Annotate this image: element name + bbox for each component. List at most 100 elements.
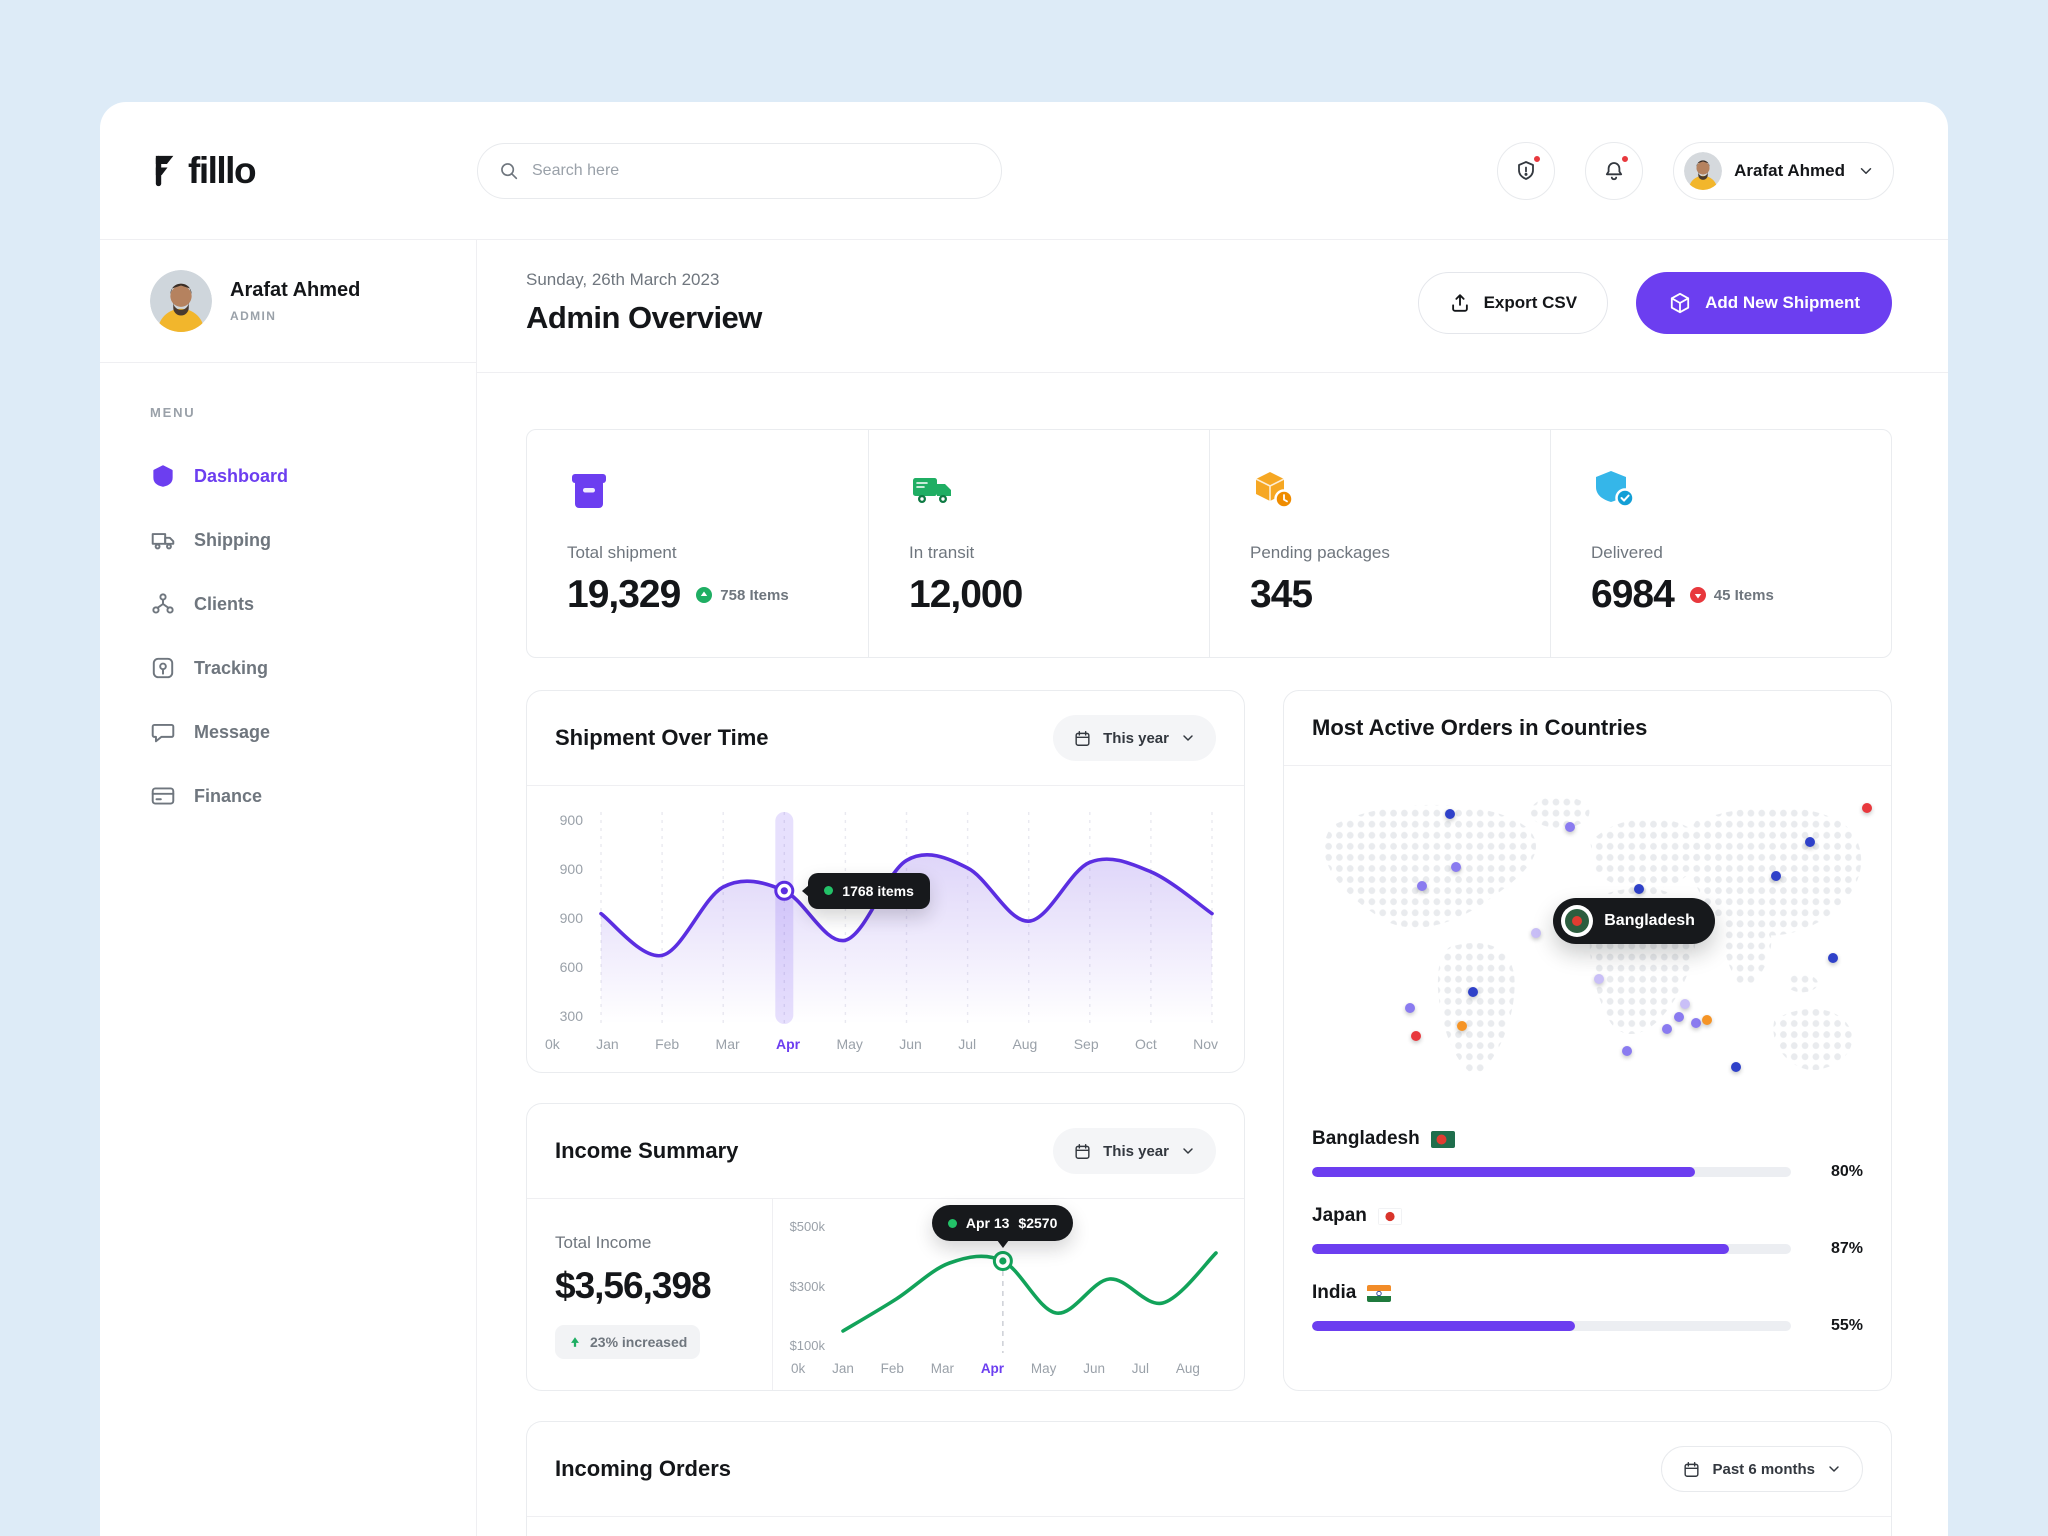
map-marker — [1417, 881, 1427, 891]
japan-flag-icon — [1378, 1208, 1402, 1225]
x-axis-labels: 0kJanFebMarAprMayJunJulAugSepOctNov — [527, 1024, 1244, 1072]
stats-row: Total shipment 19,329 758 Items — [526, 429, 1892, 658]
left-column: Shipment Over Time This year — [526, 690, 1245, 1391]
map-marker — [1622, 1046, 1632, 1056]
stat-total-shipment: Total shipment 19,329 758 Items — [527, 430, 868, 657]
map-marker — [1565, 822, 1575, 832]
map-marker — [1451, 862, 1461, 872]
shipment-over-time-card: Shipment Over Time This year — [526, 690, 1245, 1073]
in-transit-icon — [909, 468, 955, 512]
country-row-bangladesh: Bangladesh 80% — [1312, 1128, 1863, 1181]
sidebar-item-finance[interactable]: Finance — [150, 764, 436, 828]
india-flag-icon — [1367, 1285, 1391, 1302]
calendar-icon — [1682, 1460, 1701, 1479]
income-period-dropdown[interactable]: This year — [1053, 1128, 1216, 1174]
total-income-label: Total Income — [555, 1233, 746, 1253]
app-window: filllo — [100, 102, 1948, 1536]
green-dot-icon — [824, 886, 833, 895]
page-title: Admin Overview — [526, 300, 762, 336]
country-name: Japan — [1312, 1205, 1367, 1227]
calendar-icon — [1073, 1142, 1092, 1161]
box-icon — [1668, 291, 1692, 315]
trend-down-icon — [1690, 587, 1706, 603]
add-new-shipment-button[interactable]: Add New Shipment — [1636, 272, 1892, 334]
export-icon — [1449, 292, 1471, 314]
card-title: Incoming Orders — [555, 1456, 731, 1482]
map-marker — [1531, 928, 1541, 938]
calendar-icon — [1073, 729, 1092, 748]
income-summary-card: Income Summary This year — [526, 1103, 1245, 1391]
map-marker — [1674, 1012, 1684, 1022]
sidebar-item-label: Clients — [194, 594, 254, 615]
message-icon — [150, 719, 176, 745]
sidebar-item-shipping[interactable]: Shipping — [150, 508, 436, 572]
map-marker — [1702, 1015, 1712, 1025]
map-marker — [1680, 999, 1690, 1009]
dashboard-icon — [150, 463, 176, 489]
chart-tooltip: 1768 items — [808, 873, 930, 909]
card-title: Most Active Orders in Countries — [1312, 715, 1647, 741]
map-marker — [1405, 1003, 1415, 1013]
stat-in-transit: In transit 12,000 — [868, 430, 1209, 657]
profile-name: Arafat Ahmed — [230, 279, 360, 302]
sidebar-item-label: Message — [194, 722, 270, 743]
country-row-india: India 55% — [1312, 1282, 1863, 1335]
country-row-japan: Japan 87% — [1312, 1205, 1863, 1258]
map-marker — [1862, 803, 1872, 813]
avatar — [1684, 152, 1722, 190]
progress-fill — [1312, 1321, 1575, 1331]
sidebar-item-message[interactable]: Message — [150, 700, 436, 764]
map-marker — [1731, 1062, 1741, 1072]
map-marker — [1771, 871, 1781, 881]
filllo-logo-icon — [150, 154, 178, 188]
chevron-down-icon — [1180, 1143, 1196, 1159]
sidebar-profile: Arafat Ahmed ADMIN — [100, 240, 476, 363]
map-marker — [1691, 1018, 1701, 1028]
shipment-chart: 1768 items — [595, 812, 1218, 1024]
user-name: Arafat Ahmed — [1734, 161, 1845, 181]
sidebar-item-label: Shipping — [194, 530, 271, 551]
export-csv-label: Export CSV — [1484, 293, 1578, 313]
sidebar-item-clients[interactable]: Clients — [150, 572, 436, 636]
topbar-actions: Arafat Ahmed — [1497, 142, 1894, 200]
sidebar-item-dashboard[interactable]: Dashboard — [150, 444, 436, 508]
map-tooltip: Bangladesh — [1553, 898, 1715, 944]
card-title: Shipment Over Time — [555, 725, 769, 751]
avatar — [150, 270, 212, 332]
world-map: Bangladesh — [1302, 786, 1873, 1098]
map-marker — [1411, 1031, 1421, 1041]
stat-pending-packages: Pending packages 345 — [1209, 430, 1550, 657]
y-axis-labels: 900900900600300 — [545, 812, 595, 1024]
stat-value: 19,329 — [567, 573, 680, 617]
finance-icon — [150, 783, 176, 809]
orders-table-header: Processing Status Name Ship Status Order… — [527, 1517, 1891, 1536]
map-marker — [1468, 987, 1478, 997]
map-marker — [1457, 1021, 1467, 1031]
country-progress-list: Bangladesh 80% — [1284, 1104, 1891, 1365]
stat-value: 12,000 — [909, 573, 1022, 617]
menu-label: MENU — [150, 405, 436, 420]
chevron-down-icon — [1826, 1461, 1842, 1477]
sidebar: Arafat Ahmed ADMIN MENU Dashboard — [100, 240, 477, 1536]
notifications-button[interactable] — [1585, 142, 1643, 200]
sidebar-item-tracking[interactable]: Tracking — [150, 636, 436, 700]
alert-button[interactable] — [1497, 142, 1555, 200]
country-name: Bangladesh — [1312, 1128, 1420, 1150]
progress-track — [1312, 1167, 1791, 1177]
stat-value: 345 — [1250, 573, 1312, 617]
logo-text: filllo — [188, 150, 255, 192]
chart-tooltip: Apr 13 $2570 — [932, 1205, 1074, 1241]
total-shipment-icon — [567, 468, 611, 512]
total-income-block: Total Income $3,56,398 23% increased — [527, 1199, 773, 1390]
map-marker — [1594, 974, 1604, 984]
stat-label: In transit — [909, 543, 1169, 563]
search-input[interactable] — [532, 162, 981, 180]
progress-track — [1312, 1321, 1791, 1331]
orders-period-dropdown[interactable]: Past 6 months — [1661, 1446, 1863, 1492]
active-countries-card: Most Active Orders in Countries — [1283, 690, 1892, 1391]
page-header: Sunday, 26th March 2023 Admin Overview E… — [477, 240, 1948, 373]
shipment-period-dropdown[interactable]: This year — [1053, 715, 1216, 761]
incoming-orders-card: Incoming Orders Past 6 months Processing… — [526, 1421, 1892, 1536]
export-csv-button[interactable]: Export CSV — [1418, 272, 1609, 334]
user-menu[interactable]: Arafat Ahmed — [1673, 142, 1894, 200]
